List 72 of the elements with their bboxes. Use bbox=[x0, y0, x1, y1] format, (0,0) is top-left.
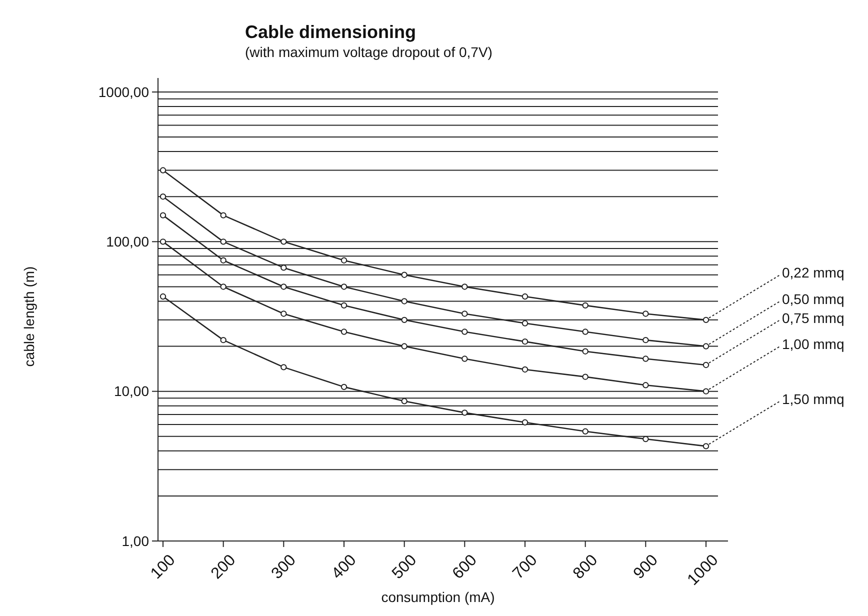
point bbox=[702, 343, 710, 350]
point bbox=[280, 264, 287, 271]
point bbox=[462, 310, 468, 317]
point bbox=[582, 348, 588, 354]
point bbox=[401, 298, 408, 304]
point bbox=[582, 374, 588, 380]
y-axis-title: cable length (m) bbox=[21, 266, 37, 367]
y-tick-label: 1,00 bbox=[122, 532, 150, 549]
point bbox=[522, 293, 528, 300]
point bbox=[702, 362, 710, 368]
point bbox=[160, 238, 166, 245]
y-tick-label: 10,00 bbox=[114, 383, 150, 400]
point bbox=[401, 272, 408, 278]
x-tick-label: 600 bbox=[450, 552, 480, 583]
point bbox=[642, 436, 649, 442]
point bbox=[401, 343, 408, 350]
point bbox=[340, 284, 348, 290]
point bbox=[401, 398, 408, 404]
point bbox=[401, 316, 408, 324]
point bbox=[582, 428, 588, 434]
x-tick-label: 500 bbox=[389, 552, 420, 583]
x-axis-title: consumption (mA) bbox=[381, 589, 495, 605]
point bbox=[220, 257, 226, 264]
x-tick-label: 300 bbox=[268, 552, 300, 583]
point bbox=[522, 419, 528, 426]
point bbox=[462, 410, 468, 416]
y-tick-label: 100,00 bbox=[106, 234, 150, 250]
point bbox=[160, 194, 166, 200]
point bbox=[642, 356, 649, 362]
x-tick-label: 900 bbox=[630, 552, 662, 583]
point bbox=[280, 310, 287, 317]
point bbox=[522, 320, 528, 326]
point bbox=[462, 328, 468, 335]
point bbox=[462, 356, 468, 362]
point bbox=[462, 284, 468, 290]
x-tick-label: 700 bbox=[510, 552, 541, 583]
point bbox=[220, 336, 226, 344]
point bbox=[642, 310, 649, 317]
point bbox=[522, 338, 528, 345]
point bbox=[340, 384, 348, 390]
point bbox=[642, 336, 649, 344]
text: 1,00 mmq bbox=[782, 336, 844, 352]
point bbox=[280, 238, 287, 245]
point bbox=[702, 388, 710, 394]
text: 0,22 mmq bbox=[782, 264, 844, 281]
point bbox=[702, 443, 710, 450]
x-tick-label: 400 bbox=[328, 552, 360, 583]
point bbox=[340, 328, 348, 335]
x-tick-label: 100 bbox=[148, 552, 179, 583]
point bbox=[220, 212, 226, 218]
chart-title: Cable dimensioning bbox=[245, 22, 416, 42]
point bbox=[160, 293, 166, 300]
x-tick-label: 800 bbox=[570, 552, 602, 583]
point bbox=[220, 284, 226, 290]
point bbox=[340, 302, 348, 309]
point bbox=[582, 302, 588, 309]
point bbox=[702, 316, 710, 324]
point bbox=[220, 238, 226, 245]
point bbox=[642, 382, 649, 388]
point bbox=[340, 257, 348, 264]
y-tick-label: 1000,00 bbox=[98, 84, 150, 100]
text: 0,75 mmq bbox=[782, 310, 844, 326]
point bbox=[522, 366, 528, 373]
x-tick-label: 200 bbox=[208, 552, 240, 583]
point bbox=[280, 364, 287, 370]
point bbox=[160, 212, 166, 218]
text: 1,50 mmq bbox=[782, 390, 844, 407]
text: 0,50 mmq bbox=[782, 291, 844, 308]
chart-subtitle: (with maximum voltage dropout of 0,7V) bbox=[245, 44, 492, 60]
point bbox=[582, 328, 588, 335]
point bbox=[280, 284, 287, 290]
point bbox=[160, 167, 166, 174]
